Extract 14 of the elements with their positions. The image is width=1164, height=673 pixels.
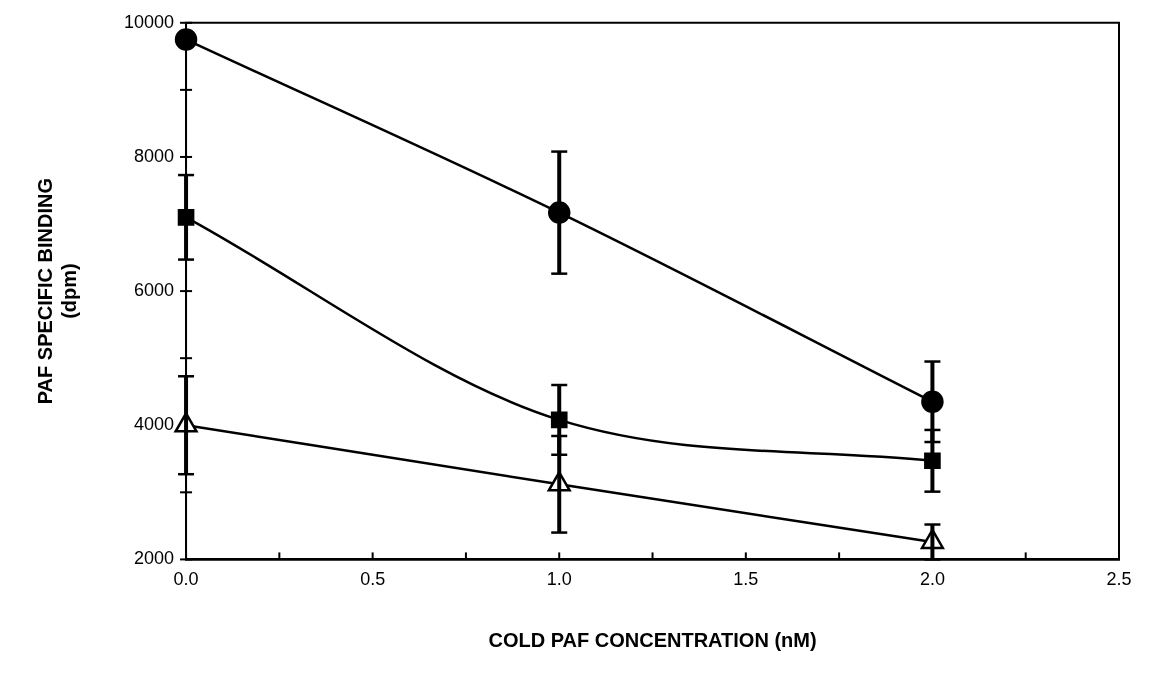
x-tick-label: 0.0 xyxy=(173,569,199,590)
x-tick-label: 2.0 xyxy=(919,569,945,590)
y-axis-title: PAF SPECIFIC BINDING (dpm) xyxy=(33,177,80,405)
y-tick-label: 8000 xyxy=(134,145,175,166)
x-tick-label: 1.5 xyxy=(733,569,759,590)
x-axis-title: COLD PAF CONCENTRATION (nM) xyxy=(488,628,817,651)
y-tick-label: 2000 xyxy=(134,548,175,569)
y-tick-label: 4000 xyxy=(134,414,175,435)
y-tick-label: 6000 xyxy=(134,280,175,301)
point xyxy=(174,28,198,51)
x-tick-label: 0.5 xyxy=(360,569,386,590)
y-tick-label: 10000 xyxy=(123,11,175,32)
x-tick-label: 1.0 xyxy=(546,569,572,590)
x-tick-label: 2.5 xyxy=(1106,569,1132,590)
